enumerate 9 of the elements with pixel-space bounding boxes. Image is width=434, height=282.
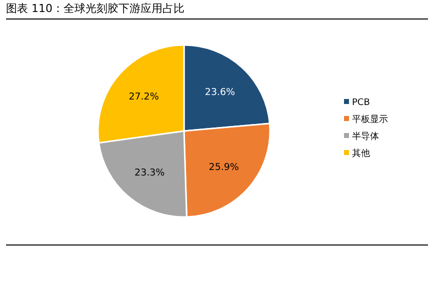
legend-label: 平板显示 bbox=[352, 114, 388, 125]
legend-label: 其他 bbox=[352, 148, 370, 159]
data-label: 23.3% bbox=[134, 167, 165, 178]
legend-label: PCB bbox=[352, 98, 370, 108]
chart-title: 图表 110：全球光刻胶下游应用占比 bbox=[6, 2, 184, 15]
data-label: 25.9% bbox=[208, 162, 239, 173]
data-label: 23.6% bbox=[204, 87, 236, 98]
data-label: 27.2% bbox=[128, 91, 159, 102]
legend-label: 半导体 bbox=[352, 131, 379, 142]
